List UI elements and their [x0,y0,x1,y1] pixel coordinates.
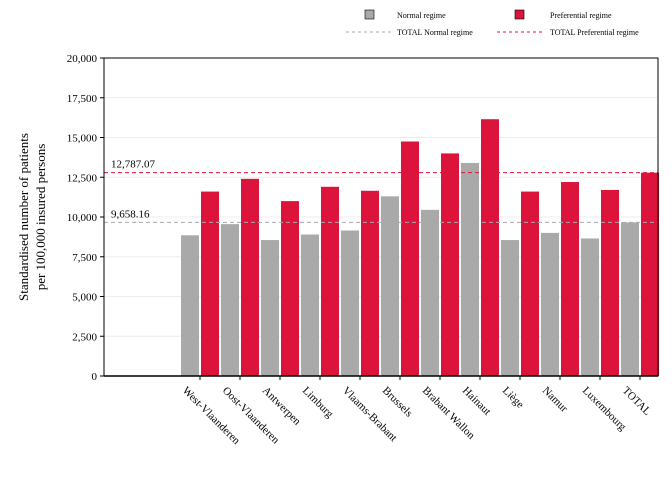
x-tick-label: Liège [500,385,526,411]
legend-swatch-preferential [514,9,525,20]
bar-normal [301,234,319,376]
y-axis-title: Standardised number of patients per 100,… [16,133,48,301]
legend-label-normal: Normal regime [397,11,446,20]
bar-preferential [641,172,659,376]
x-tick-label: Brussels [380,385,415,420]
bar-normal [181,235,199,376]
bar-preferential [441,153,459,376]
reference-line-label: 12,787.07 [111,159,156,171]
bar-preferential [521,191,539,376]
bar-normal [621,222,639,376]
legend-swatch-normal [364,9,375,20]
bar-preferential [561,182,579,376]
bar-normal [261,240,279,376]
reference-line-label: 9,658.16 [111,208,150,220]
y-axis-ticks: 0 2,500 5,000 7,500 10,000 12,500 15,000 17,500… [67,53,104,383]
legend-label-preferential: Preferential regime [550,11,612,20]
x-tick-label: Namur [540,385,570,415]
y-tick-label: 17,500 [67,93,98,105]
y-tick-label: 2,500 [72,331,97,343]
y-tick-label: 12,500 [67,172,98,184]
y-tick-label: 10,000 [67,212,98,224]
legend-label-total-preferential: TOTAL Preferential regime [550,28,639,37]
reference-lines: 9,658.16 12,787.07 [104,159,658,223]
bar-normal [501,240,519,376]
bar-normal [221,224,239,376]
bar-normal [381,196,399,376]
bar-preferential [201,191,219,376]
bar-normal [341,230,359,376]
y-tick-label: 15,000 [67,133,98,145]
bar-preferential [481,119,499,376]
y-tick-label: 0 [92,371,98,383]
bar-preferential [401,141,419,376]
y-axis-title-line-1: Standardised number of patients [16,133,31,301]
x-tick-label: TOTAL [620,385,653,418]
bar-normal [461,162,479,376]
x-tick-label: Hainaut [460,385,493,418]
y-tick-label: 5,000 [72,292,97,304]
y-tick-label: 7,500 [72,252,97,264]
bar-preferential [321,186,339,376]
plot-frame [103,57,659,377]
y-axis-title-line-2: per 100,000 insured persons [33,144,48,291]
legend-label-total-normal: TOTAL Normal regime [397,28,473,37]
x-tick-label: Limburg [300,385,336,421]
bar-normal [581,238,599,376]
bar-preferential [241,178,259,376]
y-tick-label: 20,000 [67,53,98,65]
bar-normal [541,232,559,376]
x-axis-ticks: West-VlaanderenOost-VlaanderenAntwerpenL… [104,375,658,447]
bars [181,119,659,376]
bar-normal [421,209,439,376]
bar-preferential [361,190,379,376]
bar-preferential [601,189,619,376]
bar-preferential [281,201,299,376]
legend: Normal regime Preferential regime TOTAL … [346,9,639,37]
